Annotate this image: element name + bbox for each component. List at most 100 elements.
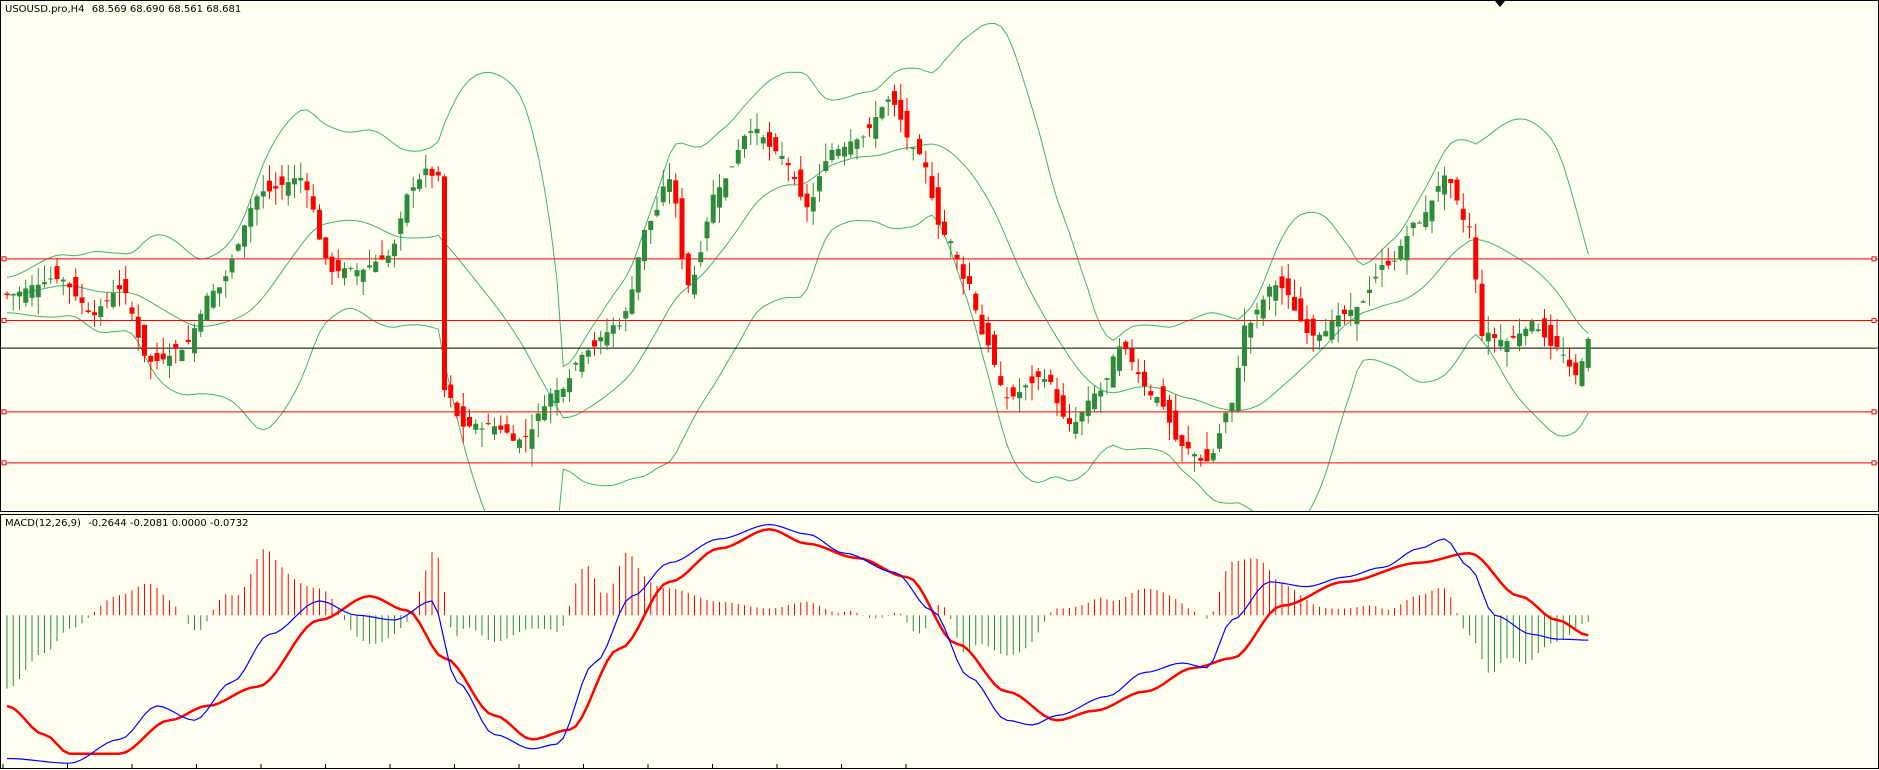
candle-body — [1554, 336, 1560, 347]
candle-body — [567, 378, 572, 393]
candle-body — [1398, 245, 1404, 260]
candle-body — [1460, 208, 1466, 220]
candle-body — [498, 425, 504, 430]
candle-body — [623, 311, 629, 319]
candle-body — [1310, 318, 1316, 336]
candle-body — [23, 288, 29, 303]
level-handle-right — [1871, 256, 1877, 262]
candle-body — [110, 293, 116, 307]
candle-body — [1279, 276, 1285, 289]
candle-body — [629, 289, 635, 314]
candle-body — [573, 362, 579, 365]
candle-body — [829, 149, 835, 161]
candle-body — [1479, 283, 1485, 336]
candle-body — [154, 353, 160, 362]
candle-body — [1179, 435, 1185, 447]
candle-body — [1235, 367, 1241, 411]
chart-shift-marker-icon[interactable] — [1495, 1, 1505, 7]
candle-body — [1173, 410, 1179, 440]
candle-body — [1379, 265, 1385, 271]
candle-body — [748, 131, 754, 133]
candle-body — [910, 148, 916, 150]
candle-body — [1442, 175, 1447, 195]
bollinger-upper-band — [6, 22, 1589, 368]
candle-body — [1304, 319, 1310, 334]
candle-body — [654, 209, 660, 216]
candle-body — [1204, 449, 1210, 462]
candle-body — [717, 187, 722, 208]
candle-body — [848, 141, 854, 155]
candle-body — [1423, 212, 1429, 227]
macd-signal-line — [6, 528, 1589, 755]
candle-body — [729, 166, 735, 168]
candle-body — [860, 136, 866, 138]
candle-body — [598, 337, 604, 342]
candle-body — [817, 176, 822, 192]
candle-body — [1560, 354, 1566, 356]
candle-body — [973, 293, 979, 311]
candle-body — [192, 328, 197, 354]
candle-body — [173, 343, 179, 349]
candle-body — [1060, 395, 1066, 417]
candle-body — [1373, 276, 1379, 279]
candle-body — [692, 274, 697, 295]
candle-body — [685, 253, 691, 286]
candle-body — [104, 300, 110, 302]
price-chart[interactable] — [1, 1, 1878, 511]
candle-body — [242, 225, 247, 247]
candle-body — [879, 107, 885, 119]
candle-body — [1210, 453, 1216, 461]
candle-body — [73, 276, 79, 297]
candle-body — [248, 208, 254, 227]
candle-body — [1317, 334, 1322, 341]
candle-body — [60, 279, 66, 282]
level-handle-right — [1871, 460, 1877, 466]
candle-body — [892, 90, 897, 105]
level-handle-right — [1871, 317, 1877, 323]
candle-body — [542, 406, 547, 421]
candle-body — [592, 340, 597, 347]
indicator-values: -0.2644 -0.2081 0.0000 -0.0732 — [88, 518, 249, 529]
candle-body — [1104, 378, 1110, 380]
candle-body — [1048, 374, 1054, 383]
candle-body — [298, 178, 304, 181]
candle-body — [1342, 309, 1347, 315]
candle-body — [260, 191, 266, 197]
candle-body — [1542, 318, 1547, 338]
candle-body — [1579, 361, 1585, 387]
candle-body — [792, 176, 797, 180]
candle-body — [1154, 396, 1160, 403]
macd-indicator-pane[interactable]: MACD(12,26,9) -0.2644 -0.2081 0.0000 -0.… — [0, 514, 1879, 769]
candle-body — [510, 433, 516, 441]
price-chart-pane[interactable]: USOUSD.pro,H4 68.569 68.690 68.561 68.68… — [0, 0, 1879, 512]
macd-chart[interactable] — [1, 515, 1878, 768]
candle-body — [579, 354, 585, 372]
candle-body — [660, 186, 666, 203]
candle-body — [67, 283, 72, 288]
candle-body — [1454, 179, 1460, 201]
candle-body — [517, 439, 522, 448]
candle-body — [1404, 236, 1410, 261]
candle-body — [548, 393, 554, 407]
candle-body — [1110, 356, 1116, 388]
candle-body — [1042, 379, 1047, 382]
candle-body — [1467, 226, 1472, 228]
candle-body — [335, 260, 341, 272]
candle-body — [1254, 309, 1260, 315]
candle-body — [1054, 389, 1060, 404]
candle-body — [842, 146, 847, 157]
candle-body — [667, 179, 672, 192]
candle-body — [1098, 390, 1104, 397]
candle-body — [204, 295, 210, 321]
level-handle-left — [1, 317, 7, 323]
candle-body — [1585, 338, 1591, 368]
candle-body — [1435, 186, 1441, 192]
candle-body — [604, 332, 610, 346]
candle-body — [942, 221, 947, 235]
candle-body — [873, 117, 879, 139]
candle-body — [29, 285, 35, 298]
candle-body — [1492, 334, 1497, 339]
candle-body — [1348, 309, 1354, 317]
candle-body — [304, 181, 310, 191]
